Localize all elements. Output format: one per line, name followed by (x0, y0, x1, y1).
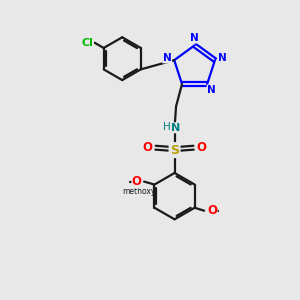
Text: O: O (196, 141, 206, 154)
Text: methoxy: methoxy (122, 188, 155, 196)
Text: O: O (132, 175, 142, 188)
Text: N: N (218, 53, 226, 63)
Text: N: N (171, 123, 181, 133)
Text: S: S (170, 144, 179, 157)
Text: O: O (207, 204, 217, 217)
Text: Cl: Cl (81, 38, 93, 48)
Text: H: H (163, 122, 171, 132)
Text: O: O (143, 141, 153, 154)
Text: N: N (190, 33, 199, 43)
Text: N: N (163, 53, 172, 63)
Text: N: N (207, 85, 216, 95)
